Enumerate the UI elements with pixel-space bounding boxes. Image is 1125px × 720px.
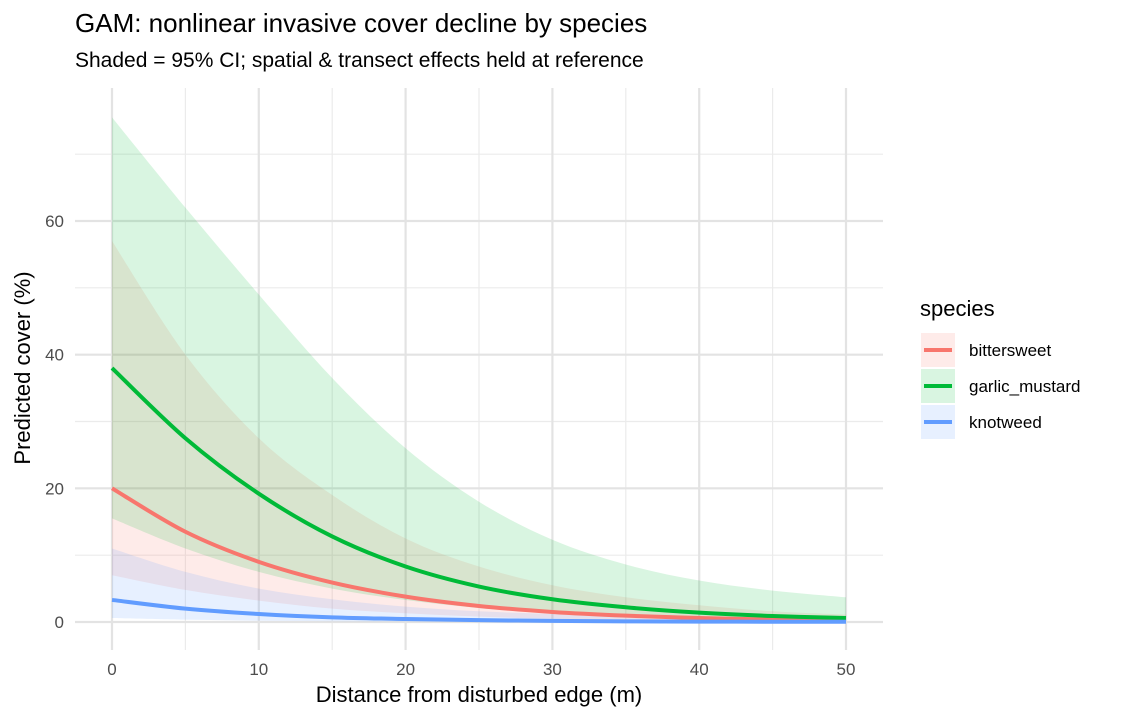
legend-item-garlic_mustard: garlic_mustard — [921, 369, 1081, 403]
x-tick-label: 10 — [249, 660, 268, 679]
y-tick-label: 60 — [45, 212, 64, 231]
legend-label: knotweed — [969, 413, 1042, 432]
confidence-ribbons — [112, 117, 846, 623]
legend: species bittersweet garlic_mustardknotwee… — [920, 296, 1081, 439]
grid — [75, 88, 883, 650]
line-garlic_mustard — [110, 366, 847, 620]
legend-label: garlic_mustard — [969, 377, 1081, 396]
line-bittersweet — [110, 486, 847, 623]
x-tick-label: 20 — [396, 660, 415, 679]
y-tick-label: 40 — [45, 346, 64, 365]
legend-label: bittersweet — [969, 341, 1051, 360]
axes: 0 10 20 30 40 50 0 20 40 60 — [45, 212, 855, 679]
chart-subtitle: Shaded = 95% CI; spatial & transect effe… — [75, 49, 644, 72]
legend-title: species — [920, 296, 995, 321]
x-axis-title: Distance from disturbed edge (m) — [316, 682, 642, 707]
ribbon-knotweed — [112, 548, 846, 623]
chart-title: GAM: nonlinear invasive cover decline by… — [75, 8, 648, 38]
y-tick-label: 0 — [55, 613, 64, 632]
ribbon-bittersweet — [112, 241, 846, 622]
legend-item-bittersweet: bittersweet — [921, 333, 1051, 367]
y-axis-title: Predicted cover (%) — [10, 271, 35, 464]
x-tick-label: 40 — [690, 660, 709, 679]
y-tick-label: 20 — [45, 479, 64, 498]
ribbon-garlic_mustard — [112, 117, 846, 621]
x-tick-label: 30 — [543, 660, 562, 679]
legend-item-knotweed: knotweed — [921, 405, 1042, 439]
series-lines — [110, 366, 847, 624]
x-tick-label: 50 — [837, 660, 856, 679]
line-knotweed — [111, 597, 847, 624]
x-tick-label: 0 — [107, 660, 116, 679]
